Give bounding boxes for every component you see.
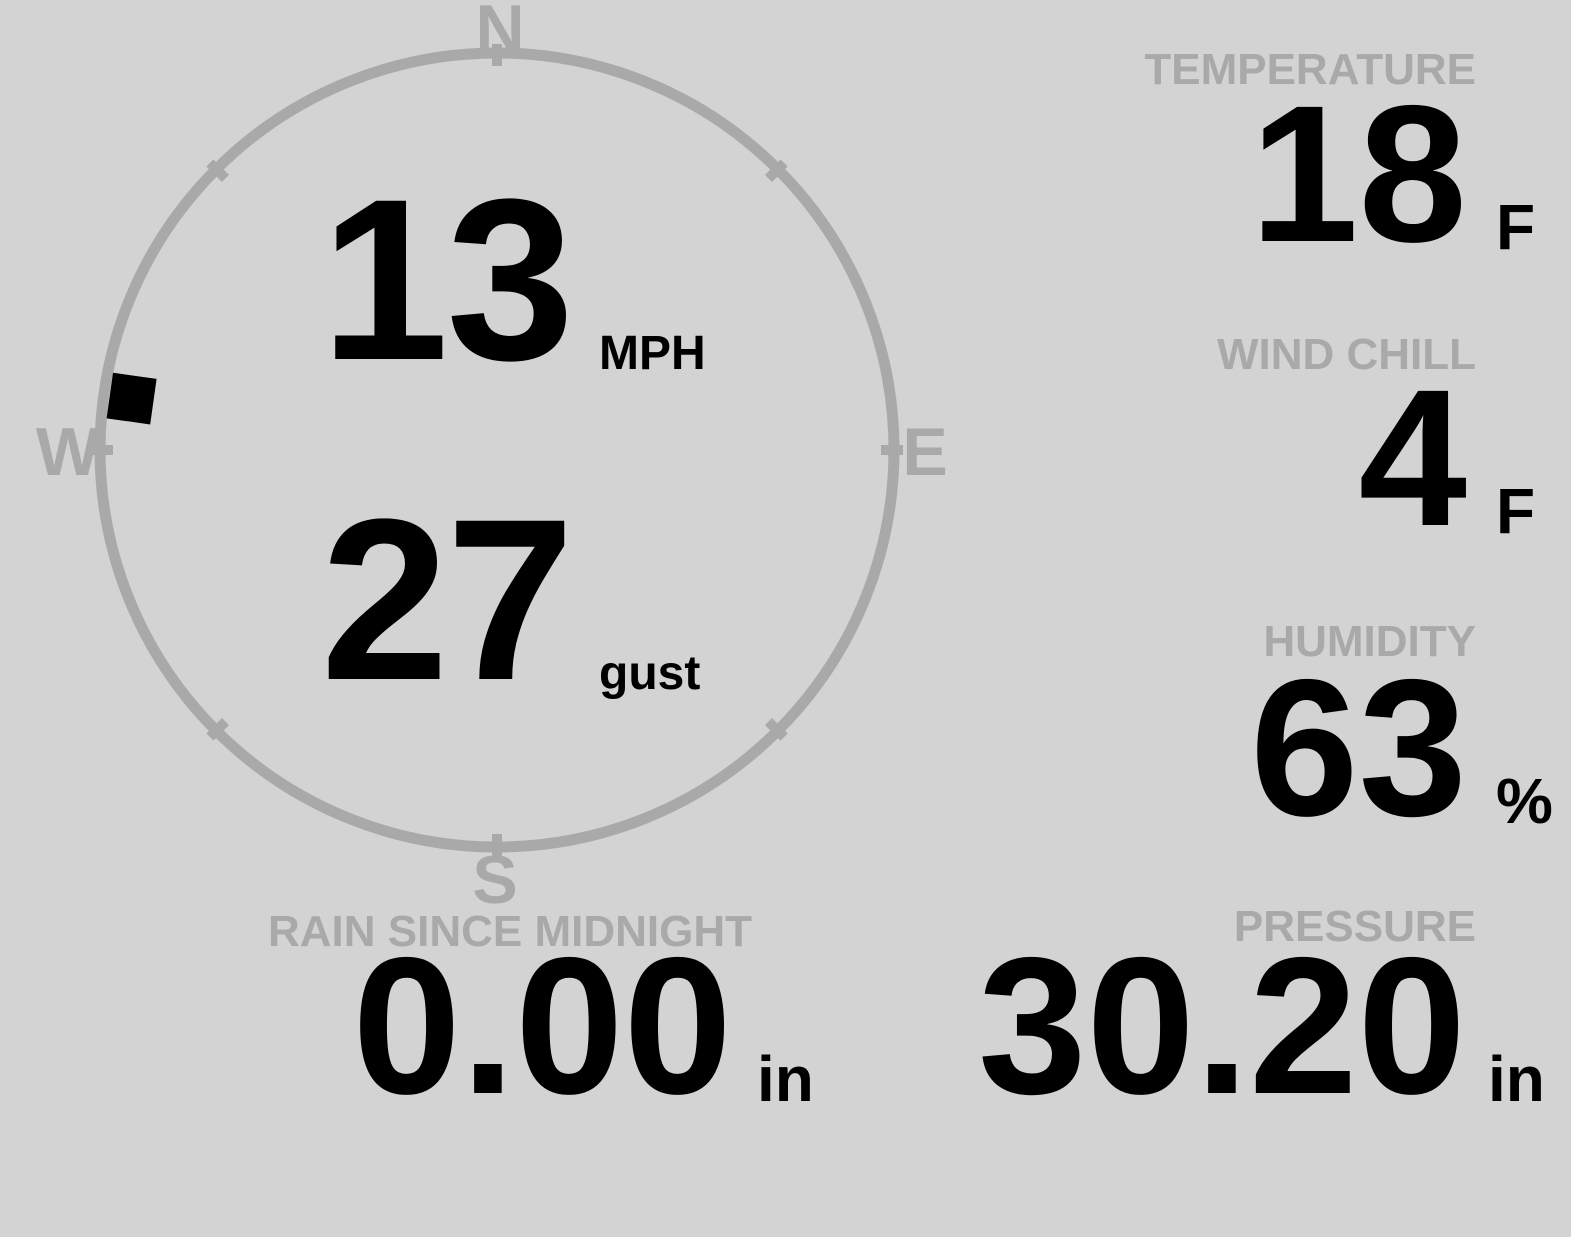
pressure-unit: in [1488,1043,1545,1115]
humidity-label: HUMIDITY [1263,617,1476,666]
compass-ring-svg [91,44,903,856]
wind-speed-value: 13 [320,151,575,408]
rain-since-midnight-value: 0.00 [352,917,732,1135]
compass-ticks [91,44,903,856]
compass-label-north: N [475,0,525,67]
compass-tick [206,159,230,183]
wind-direction-marker [106,372,157,425]
pressure-value: 30.20 [978,917,1466,1135]
wind-chill-label: WIND CHILL [1216,330,1476,379]
compass-tick [764,717,788,741]
wind-chill-value: 4 [1358,349,1467,567]
humidity-unit: % [1496,765,1553,837]
compass-label-south: S [472,842,518,918]
temperature-unit: F [1496,191,1536,263]
humidity-value: 63 [1250,639,1467,857]
temperature-value: 18 [1250,65,1467,283]
wind-gust-unit: gust [599,647,701,700]
compass-tick [206,717,230,741]
compass-label-west: W [35,414,101,490]
compass-label-east: E [902,414,948,490]
pressure-label: PRESSURE [1233,902,1476,951]
wind-chill-unit: F [1496,475,1536,547]
temperature-label: TEMPERATURE [1144,45,1476,94]
wind-gust-value: 27 [320,471,575,728]
compass-tick [764,159,788,183]
rain-since-midnight-label: RAIN SINCE MIDNIGHT [268,907,752,956]
wind-speed-unit: MPH [599,327,706,380]
rain-since-midnight-unit: in [757,1043,814,1115]
